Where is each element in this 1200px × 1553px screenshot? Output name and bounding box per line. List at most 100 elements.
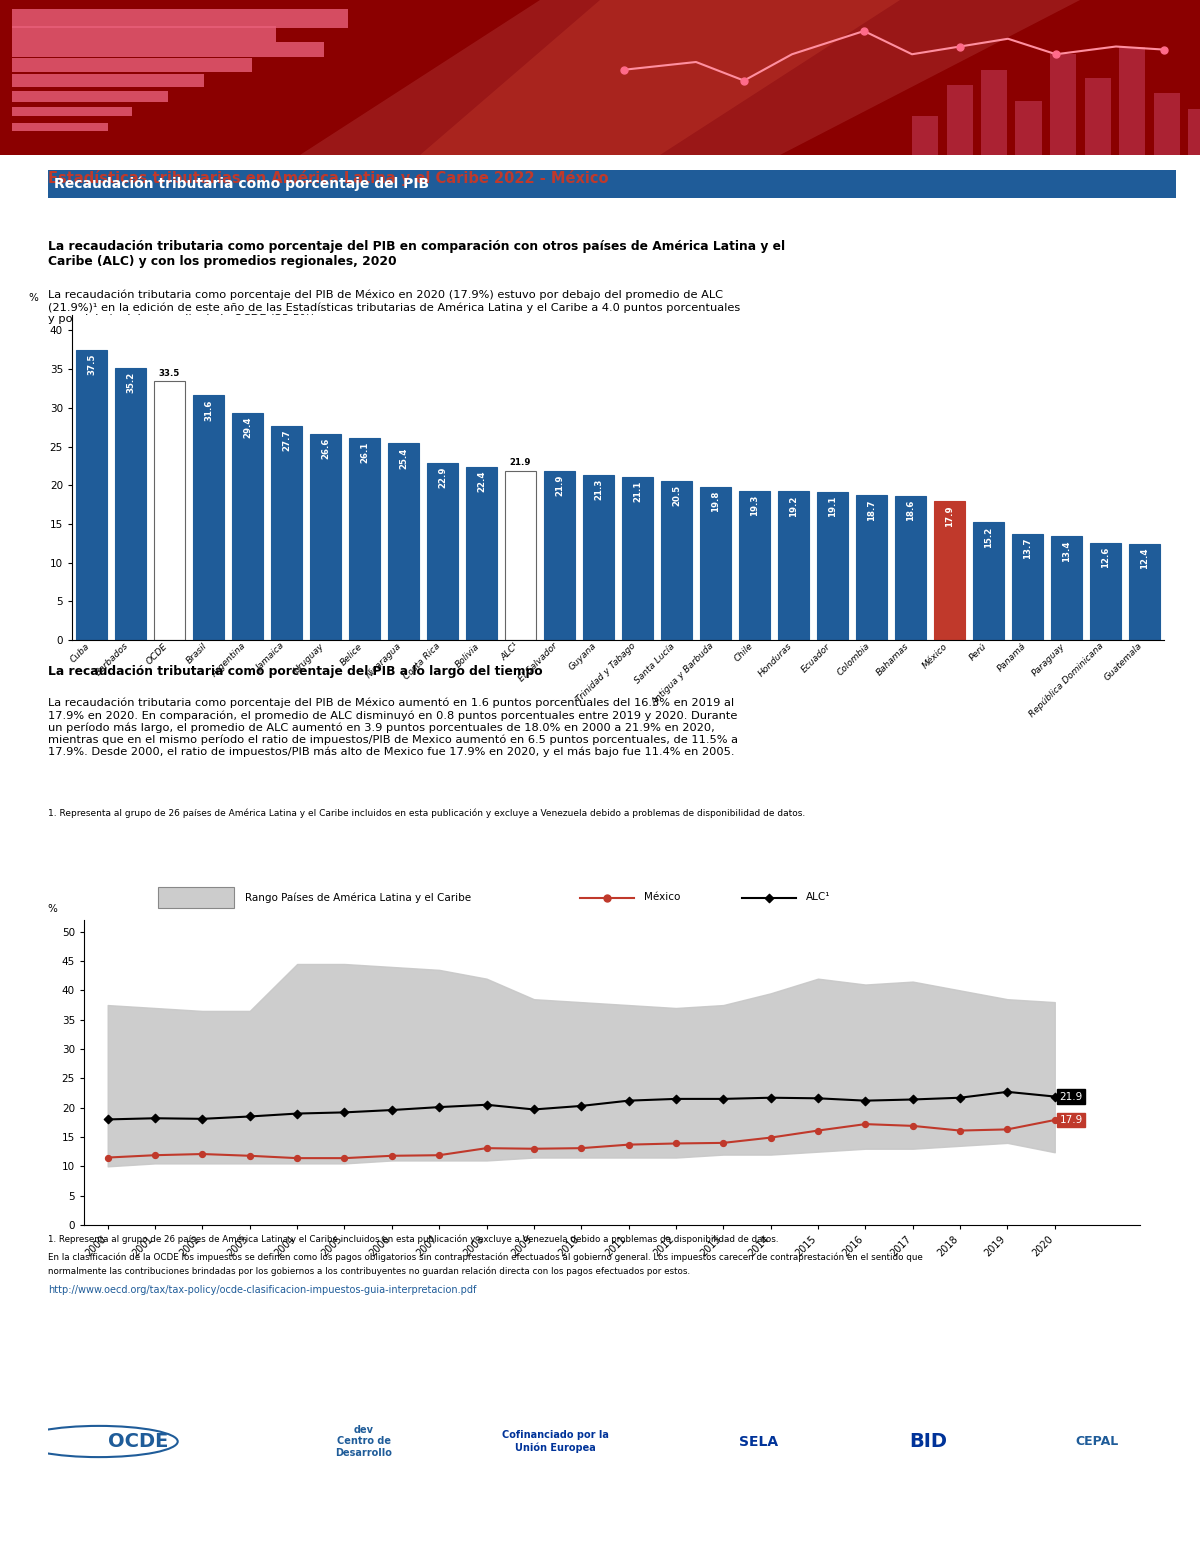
Point (950, 1086, 970, 1110)
Text: 18.7: 18.7 (866, 499, 876, 520)
Text: 17.9: 17.9 (946, 505, 954, 526)
Bar (310, 435, 341, 640)
Text: 25.4: 25.4 (398, 447, 408, 469)
Point (1154, 37, 1174, 62)
Bar (349, 438, 380, 640)
Text: Estadísticas tributarias en América Latina y el Caribe 2022 - México: Estadísticas tributarias en América Lati… (48, 169, 608, 186)
Point (950, 1118, 970, 1143)
Text: La recaudación tributaria como porcentaje del PIB de México en 2020 (17.9%) estu: La recaudación tributaria como porcentaj… (48, 290, 740, 325)
Point (524, 1137, 544, 1162)
Text: 19.8: 19.8 (710, 491, 720, 512)
Text: 21.9: 21.9 (554, 474, 564, 495)
Bar (12, 9, 348, 28)
Point (383, 1098, 402, 1123)
Bar (934, 502, 965, 640)
Text: 26.1: 26.1 (360, 443, 370, 463)
Point (854, 19, 874, 43)
Text: 37.5: 37.5 (88, 354, 96, 376)
Bar (895, 495, 926, 640)
Bar (1129, 544, 1160, 640)
Text: %: % (48, 904, 58, 913)
Text: 13.7: 13.7 (1022, 537, 1032, 559)
Bar (583, 475, 614, 640)
Text: Recaudación tributaria como porcentaje del PIB: Recaudación tributaria como porcentaje d… (54, 177, 428, 191)
Bar (1188, 109, 1200, 155)
Point (240, 1104, 259, 1129)
Bar (817, 492, 848, 640)
Bar (1090, 542, 1121, 640)
Bar (700, 486, 731, 640)
Point (524, 1096, 544, 1121)
Bar (271, 426, 302, 640)
Text: 19.1: 19.1 (828, 495, 838, 517)
Text: En la clasificación de la OCDE los impuestos se definen como los pagos obligator: En la clasificación de la OCDE los impue… (48, 1253, 923, 1263)
Text: México: México (644, 893, 680, 902)
Text: 13.4: 13.4 (1062, 540, 1072, 562)
Point (904, 1114, 923, 1138)
Text: La recaudación tributaria como porcentaje del PIB en comparación con otros paíse: La recaudación tributaria como porcentaj… (48, 241, 785, 269)
Bar (12, 26, 276, 42)
Point (734, 68, 754, 93)
Text: http://www.oecd.org/tax/tax-policy/ocde-clasificacion-impuestos-guia-interpretac: http://www.oecd.org/tax/tax-policy/ocde-… (48, 1284, 476, 1295)
Point (998, 1079, 1018, 1104)
Point (856, 1112, 875, 1137)
Text: 35.2: 35.2 (126, 371, 134, 393)
Bar (193, 396, 224, 640)
Text: 27.7: 27.7 (282, 430, 292, 452)
Bar (778, 491, 809, 640)
Point (614, 57, 634, 82)
Text: 1. Representa al grupo de 26 países de América Latina y el Caribe incluidos en e: 1. Representa al grupo de 26 países de A… (48, 1235, 779, 1244)
Bar (1051, 536, 1082, 640)
Bar (232, 413, 263, 640)
Text: %: % (28, 294, 38, 303)
Bar (48, 169, 1176, 197)
Text: 18.6: 18.6 (906, 500, 916, 522)
Text: 21.9: 21.9 (1060, 1092, 1082, 1101)
Point (98, 1107, 118, 1132)
Polygon shape (420, 0, 900, 155)
Point (856, 1089, 875, 1114)
Point (1046, 42, 1066, 67)
Point (714, 1131, 733, 1155)
Text: 19.2: 19.2 (790, 495, 798, 517)
Bar (1015, 101, 1042, 155)
Text: 1. Representa al grupo de 26 países de América Latina y el Caribe incluidos en e: 1. Representa al grupo de 26 países de A… (48, 808, 805, 817)
Text: 26.6: 26.6 (322, 438, 330, 460)
Text: 21.3: 21.3 (594, 478, 604, 500)
Point (571, 1093, 590, 1118)
Text: La recaudación tributaria como porcentaje del PIB de México aumentó en 1.6 punto: La recaudación tributaria como porcentaj… (48, 697, 738, 758)
Text: OCDE: OCDE (108, 1432, 168, 1451)
Point (950, 34, 970, 59)
Text: normalmente las contribuciones brindadas por los gobiernos a los contribuyentes : normalmente las contribuciones brindadas… (48, 1267, 690, 1277)
Polygon shape (300, 0, 1080, 155)
Point (145, 1106, 164, 1131)
Text: BID: BID (908, 1432, 947, 1451)
Bar (12, 107, 132, 116)
Text: 12.4: 12.4 (1140, 548, 1150, 570)
Point (598, 885, 617, 910)
Bar (76, 349, 107, 640)
Text: CEPAL: CEPAL (1075, 1435, 1118, 1447)
Text: 22.4: 22.4 (478, 471, 486, 492)
Text: 22.9: 22.9 (438, 466, 446, 488)
Point (430, 1143, 449, 1168)
Point (98, 1145, 118, 1169)
Text: dev
Centro de
Desarrollo: dev Centro de Desarrollo (336, 1426, 392, 1458)
Text: ALC¹: ALC¹ (806, 893, 830, 902)
Bar (12, 123, 108, 130)
Point (809, 1118, 828, 1143)
Text: 33.5: 33.5 (158, 368, 180, 377)
Point (666, 1131, 685, 1155)
Bar (427, 463, 458, 640)
Point (761, 1126, 780, 1151)
Bar (856, 495, 887, 640)
Text: 17.9: 17.9 (1060, 1115, 1082, 1124)
Point (145, 1143, 164, 1168)
Point (193, 1141, 212, 1166)
Point (288, 1101, 307, 1126)
Point (998, 1117, 1018, 1141)
Point (904, 1087, 923, 1112)
Point (193, 1106, 212, 1131)
Bar (1153, 93, 1180, 155)
Bar (158, 887, 234, 909)
